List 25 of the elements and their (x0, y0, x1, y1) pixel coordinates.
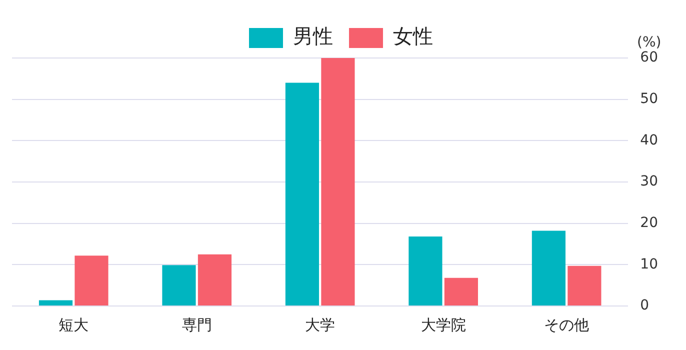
bar (408, 236, 442, 306)
y-tick-label: 40 (640, 132, 658, 148)
y-tick-label: 20 (640, 214, 658, 231)
x-tick-label: その他 (544, 316, 590, 334)
bar (532, 230, 566, 306)
x-tick-label: 大学 (305, 316, 336, 334)
y-tick-label: 10 (640, 256, 658, 272)
bar (285, 82, 320, 306)
y-tick-label: 30 (640, 174, 658, 190)
bar (198, 254, 232, 306)
y-tick-label: 50 (640, 90, 658, 107)
x-tick-label: 大学院 (420, 316, 466, 334)
bar (321, 58, 355, 306)
bar (444, 278, 478, 306)
x-tick-label: 短大 (58, 316, 89, 334)
bar (568, 266, 602, 306)
x-tick-label: 専門 (182, 316, 212, 334)
y-tick-label: 60 (640, 50, 658, 66)
legend-label: 女性 (393, 24, 433, 48)
bar (162, 265, 196, 306)
bar (38, 300, 73, 306)
y-axis-title: (%) (636, 34, 662, 51)
legend-label: 男性 (293, 24, 333, 48)
y-tick-label: 0 (640, 298, 650, 314)
bar (74, 256, 108, 306)
